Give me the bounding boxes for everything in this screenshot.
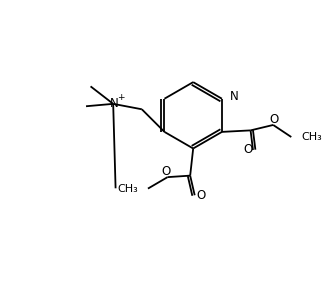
Text: O: O [197, 189, 206, 202]
Text: +: + [117, 93, 124, 102]
Text: O: O [243, 144, 252, 156]
Text: CH₃: CH₃ [301, 132, 322, 142]
Text: O: O [162, 165, 171, 178]
Text: O: O [269, 113, 278, 126]
Text: N: N [109, 97, 118, 110]
Text: CH₃: CH₃ [117, 184, 138, 194]
Text: N: N [229, 90, 238, 103]
